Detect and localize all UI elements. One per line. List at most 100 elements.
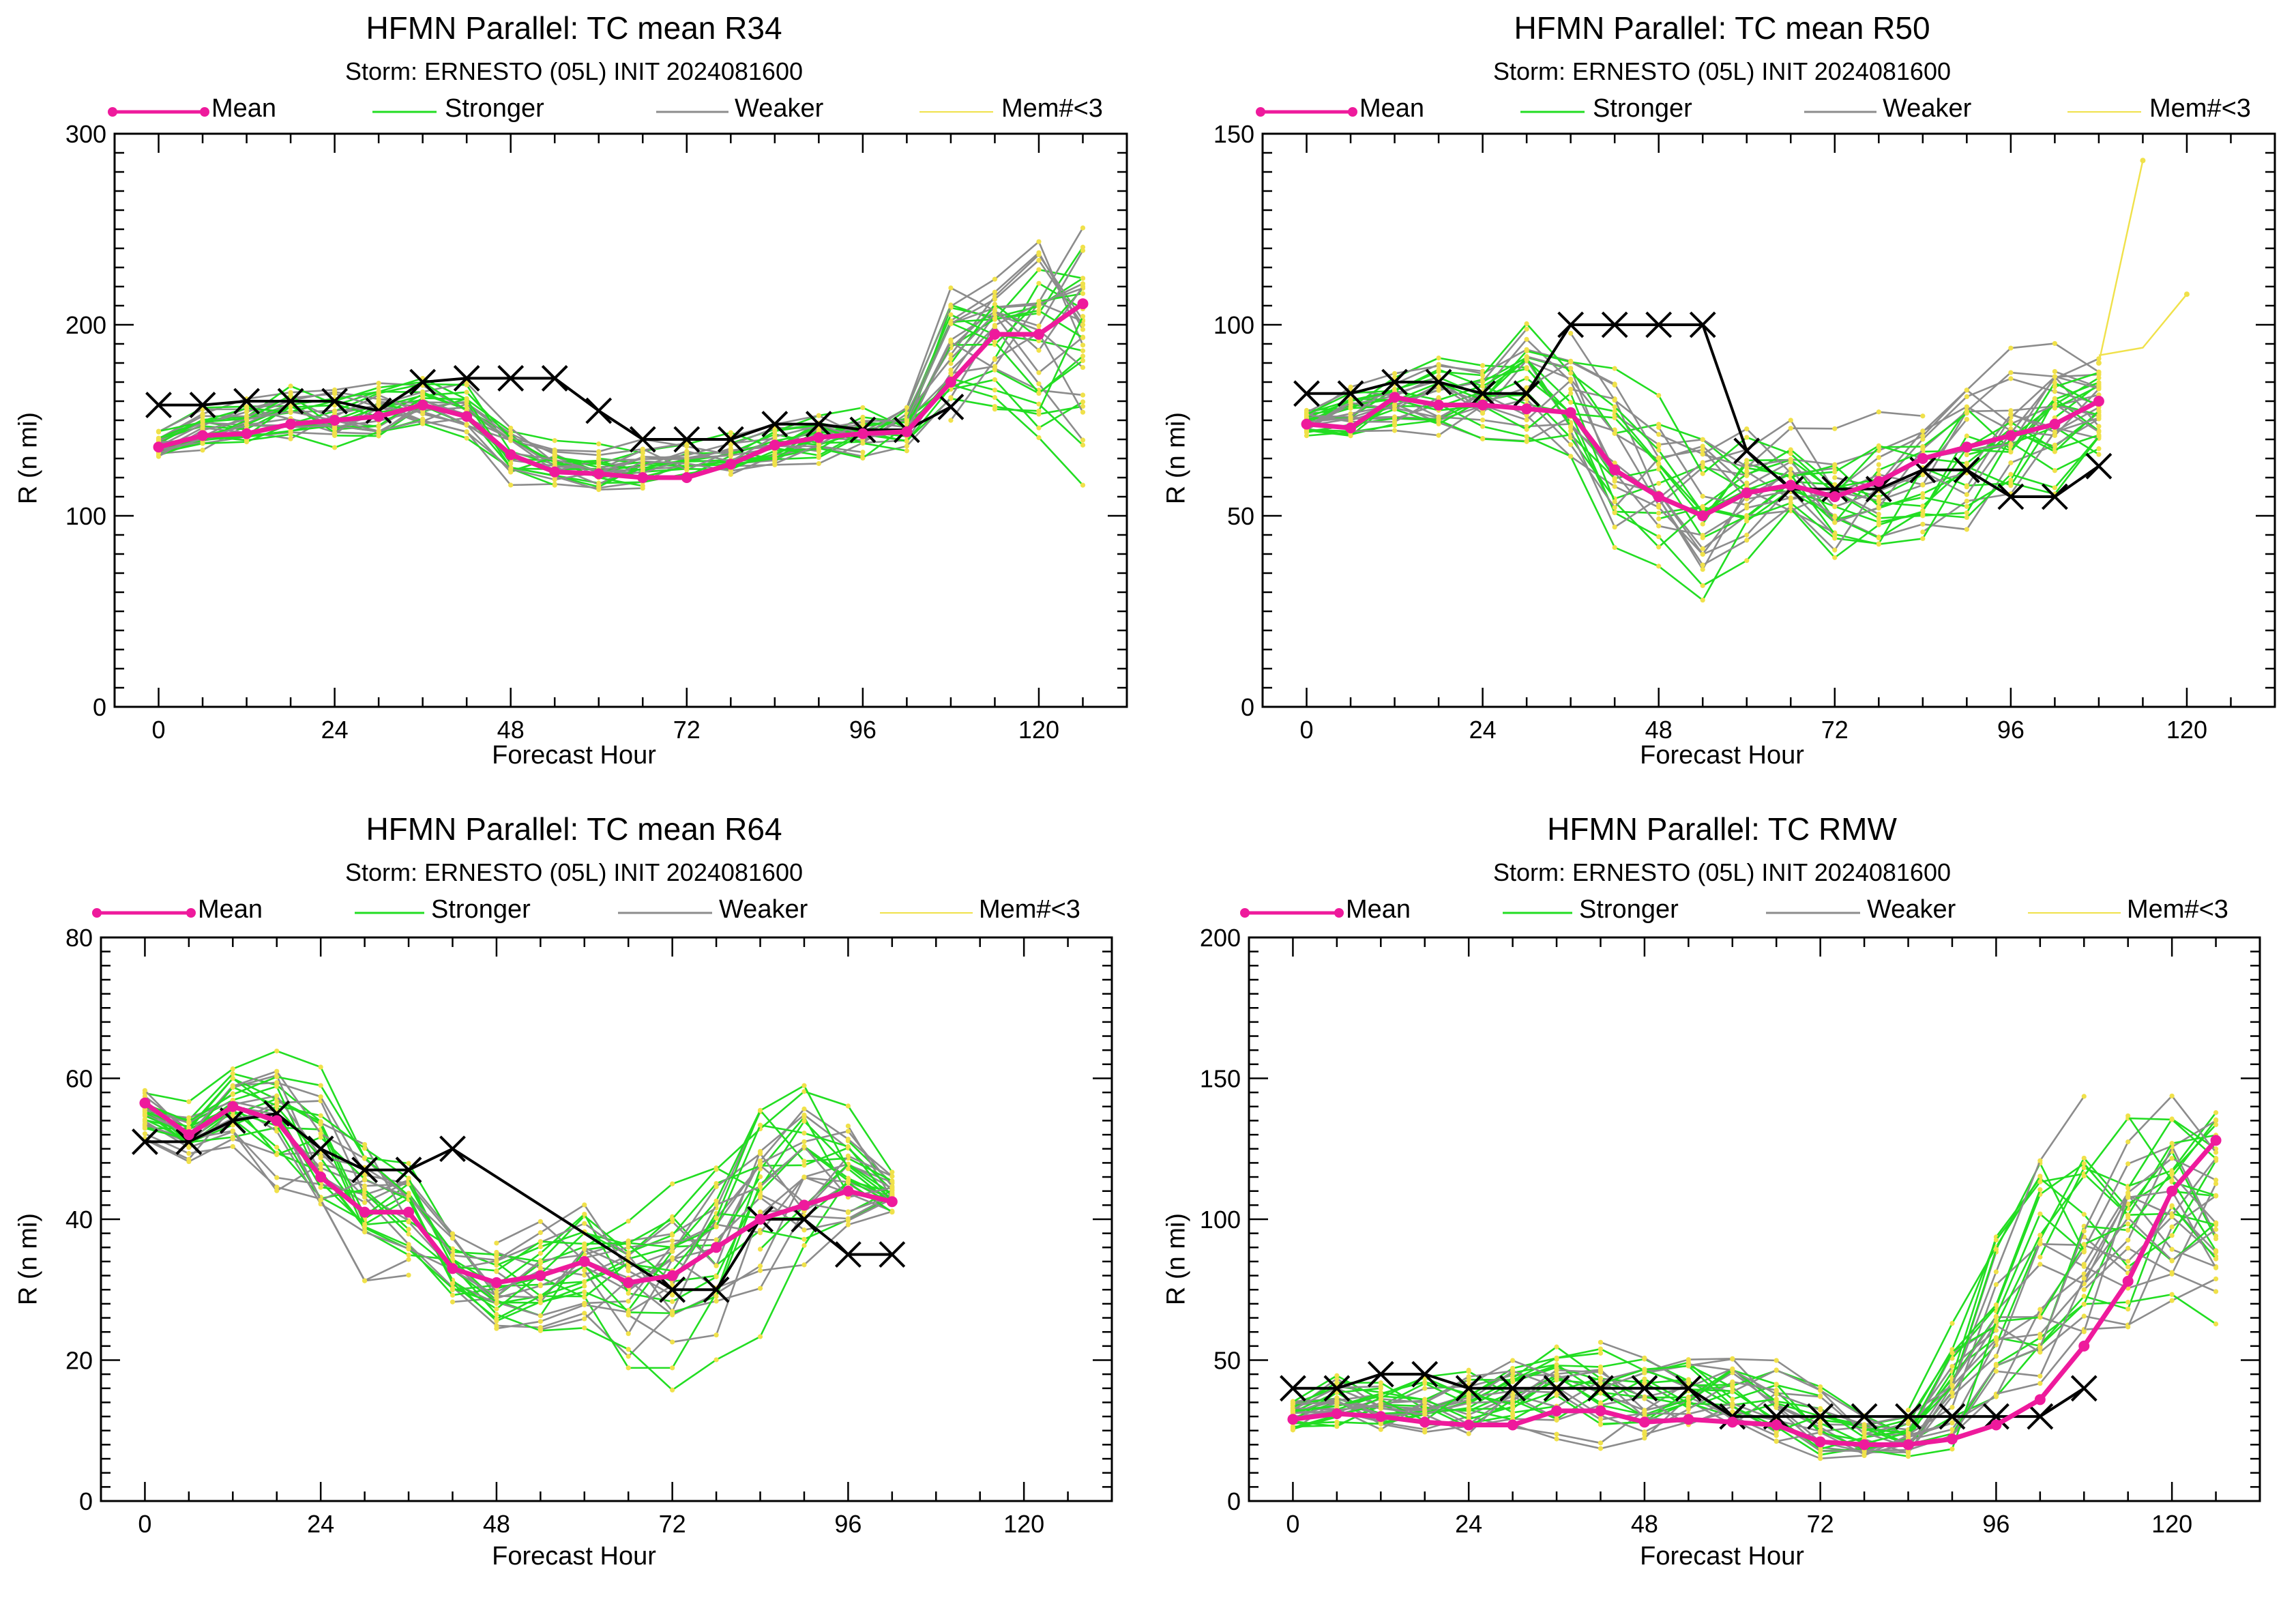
mean-point	[2210, 1135, 2222, 1146]
ensemble-member-point	[362, 1186, 368, 1193]
ensemble-member-point	[1568, 442, 1574, 448]
ensemble-member-point	[2037, 1307, 2043, 1312]
ensemble-member-point	[948, 321, 954, 326]
observed-x-marker	[497, 364, 525, 392]
mean-point	[1033, 329, 1044, 340]
mean-point	[1433, 399, 1445, 411]
ensemble-member-point	[1568, 454, 1574, 459]
ensemble-member-point	[1378, 1406, 1383, 1411]
ensemble-member-point	[230, 1071, 235, 1077]
ensemble-member-point	[406, 1232, 411, 1237]
ensemble-member-point	[332, 445, 338, 450]
ensemble-member-point	[1730, 1388, 1735, 1394]
ensemble-member-point	[757, 1195, 763, 1200]
mean-point	[813, 432, 825, 443]
ensemble-member-line	[1688, 1096, 2085, 1426]
ensemble-member-point	[816, 413, 821, 418]
mean-point	[1345, 422, 1357, 434]
ensemble-member-point	[1436, 355, 1441, 361]
observed-x-marker	[585, 397, 613, 424]
ensemble-member-point	[538, 1294, 543, 1299]
observed-x-marker	[2041, 483, 2068, 510]
ensemble-member-point	[450, 1253, 456, 1258]
ensemble-member-point	[1876, 494, 1881, 499]
ensemble-member-point	[625, 1331, 631, 1337]
ensemble-member-point	[1348, 433, 1353, 439]
ensemble-member-point	[1436, 433, 1441, 438]
ensemble-member-point	[1730, 1409, 1735, 1414]
ensemble-member-point	[1510, 1378, 1516, 1383]
mean-point	[1741, 487, 1752, 499]
ensemble-member-point	[1861, 1453, 1867, 1459]
ensemble-member-point	[1920, 536, 1926, 542]
x-tick-label: 48	[1645, 716, 1673, 744]
mean-point	[1902, 1439, 1914, 1451]
ensemble-member-point	[2169, 1178, 2175, 1183]
ensemble-member-point	[757, 1268, 763, 1273]
ensemble-member-point	[1554, 1416, 1559, 1422]
ensemble-member-point	[2052, 368, 2057, 375]
mean-point	[681, 472, 692, 483]
ensemble-member-point	[2081, 1329, 2087, 1335]
ensemble-member-point	[1554, 1436, 1559, 1442]
mean-point	[1961, 441, 1973, 453]
ensemble-member-point	[948, 395, 954, 400]
ensemble-member-point	[1949, 1320, 1955, 1326]
ensemble-member-line	[1570, 332, 1792, 474]
ensemble-member-point	[1744, 558, 1750, 564]
ensemble-member-point	[1730, 1397, 1735, 1402]
ensemble-member-point	[889, 1169, 895, 1175]
ensemble-member-point	[552, 482, 557, 488]
ensemble-member-point	[1334, 1373, 1340, 1378]
ensemble-member-point	[1818, 1421, 1823, 1426]
ensemble-member-point	[1700, 562, 1705, 568]
ensemble-member-line	[1306, 360, 1615, 431]
ensemble-member-point	[508, 435, 514, 441]
ensemble-member-point	[992, 394, 998, 400]
observed-x-marker	[1953, 456, 1980, 484]
y-tick-label: 50	[1227, 502, 1254, 530]
ensemble-member-point	[450, 1231, 456, 1236]
ensemble-member-point	[1700, 532, 1705, 538]
ensemble-member-point	[494, 1306, 499, 1312]
ensemble-member-point	[1773, 1391, 1779, 1397]
ensemble-member-point	[1949, 1364, 1955, 1369]
ensemble-member-point	[1993, 1337, 1999, 1343]
ensemble-member-point	[274, 1175, 280, 1180]
ensemble-member-line	[158, 381, 467, 439]
ensemble-member-point	[948, 361, 954, 366]
observed-x-marker	[805, 411, 832, 438]
observed-x-marker	[321, 388, 349, 415]
ensemble-member-point	[288, 436, 293, 441]
ensemble-member-point	[757, 1285, 763, 1291]
ensemble-member-point	[2169, 1224, 2175, 1229]
ensemble-member-point	[1964, 411, 1969, 416]
y-tick-label: 100	[1213, 311, 1254, 339]
ensemble-member-point	[1524, 434, 1529, 439]
ensemble-member-point	[992, 366, 998, 371]
x-tick-label: 24	[1455, 1510, 1482, 1538]
ensemble-member-point	[684, 466, 690, 471]
observed-x-marker	[453, 364, 480, 392]
ensemble-member-point	[1920, 428, 1926, 434]
ensemble-member-point	[1080, 335, 1086, 340]
ensemble-member-point	[1466, 1431, 1471, 1436]
ensemble-member-point	[728, 468, 733, 474]
ensemble-member-point	[801, 1083, 807, 1088]
ensemble-member-point	[2081, 1301, 2087, 1307]
ensemble-member-point	[625, 1240, 631, 1246]
ensemble-member-point	[845, 1218, 851, 1223]
ensemble-member-point	[2169, 1257, 2175, 1263]
ensemble-member-point	[582, 1294, 587, 1300]
ensemble-member-point	[1080, 314, 1086, 319]
legend-mean-label: Mean	[1359, 94, 1425, 123]
ensemble-member-line	[1878, 388, 2100, 484]
y-tick-label: 60	[65, 1065, 93, 1093]
ensemble-member-point	[274, 1128, 280, 1134]
ensemble-member-point	[2008, 376, 2014, 381]
memlt3-point	[2095, 360, 2102, 366]
ensemble-member-point	[494, 1316, 499, 1322]
legend-mean-label: Mean	[198, 895, 263, 924]
ensemble-member-point	[582, 1221, 587, 1226]
ensemble-member-point	[2081, 1228, 2087, 1234]
